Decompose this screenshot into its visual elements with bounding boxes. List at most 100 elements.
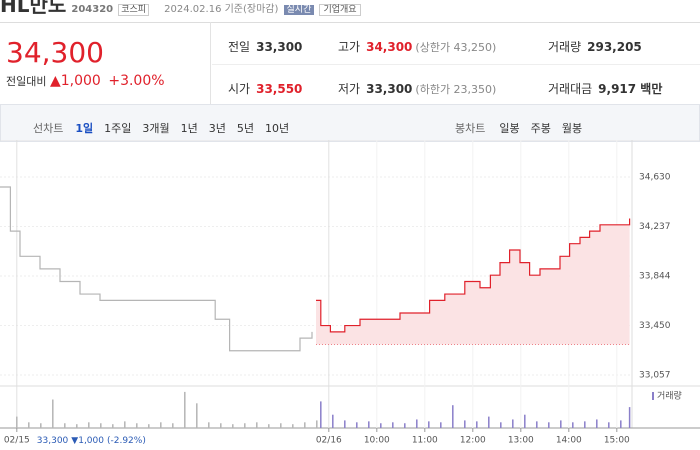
volume-bar	[220, 423, 222, 428]
volume-bar	[416, 419, 418, 428]
x-tick-label: 02/15	[4, 436, 30, 446]
volume-legend-swatch	[652, 392, 654, 400]
volume-bar	[232, 424, 234, 428]
volume-bar	[172, 423, 174, 428]
change: ▲1,000	[49, 73, 101, 89]
volume-bar	[40, 423, 42, 428]
volume-bar	[268, 424, 270, 428]
volume-bar	[76, 424, 78, 428]
tab-label: 봉차트	[455, 122, 486, 135]
volume-bar	[608, 422, 610, 428]
volume-bar	[512, 419, 514, 428]
x-tick-label: 15:00	[604, 436, 630, 446]
price-line	[316, 218, 631, 333]
change-label: 전일대비	[6, 75, 47, 88]
volume-bar	[52, 399, 54, 428]
tab[interactable]: 10년	[265, 122, 290, 135]
volume-bar	[320, 401, 322, 428]
volume-bar	[440, 422, 442, 428]
tab[interactable]: 1주일	[104, 122, 132, 135]
tab[interactable]: 일봉	[499, 122, 520, 135]
volume-bar	[380, 423, 382, 428]
x-tick-label: 02/16	[316, 436, 342, 446]
volume-bar	[148, 424, 150, 428]
tab[interactable]: 5년	[236, 122, 255, 135]
change-row: 전일대비 ▲1,000 +3.00%	[6, 73, 165, 89]
stat-value: 293,205	[587, 40, 642, 54]
stat-sub: (하한가 23,350)	[415, 83, 497, 96]
volume-bar	[524, 414, 526, 428]
volume-bar	[16, 416, 18, 428]
stat: 거래대금 9,917 백만	[548, 78, 662, 97]
company-button[interactable]: 기업개요	[319, 4, 361, 16]
volume-bar	[572, 422, 574, 428]
volume-bar	[628, 407, 631, 428]
volume-bar	[344, 420, 346, 428]
volume-label: 거래량	[657, 390, 682, 402]
volume-bar	[112, 424, 114, 428]
volume-bar	[452, 405, 454, 428]
stat: 거래량 293,205	[548, 36, 642, 55]
note-change: ▼1,000	[71, 436, 104, 446]
x-tick-label: 10:00	[364, 436, 390, 446]
volume-bar	[244, 423, 246, 428]
volume-bar	[584, 421, 586, 428]
divider	[210, 22, 211, 104]
volume-bar	[476, 421, 478, 428]
tab[interactable]: 3년	[208, 122, 226, 135]
stat-value: 33,300	[256, 40, 303, 54]
stat-value: 9,917 백만	[598, 82, 663, 96]
tab-bar	[0, 104, 700, 142]
stat-value: 34,300	[366, 40, 413, 54]
volume-bar	[88, 422, 90, 428]
volume-bar	[404, 423, 406, 428]
y-tick-label: 33,844	[639, 271, 671, 281]
volume-bar	[332, 414, 334, 428]
volume-bar	[392, 422, 394, 428]
volume-bar	[316, 420, 318, 428]
x-tick-label: 11:00	[412, 436, 438, 446]
divider	[212, 64, 700, 65]
volume-bar	[64, 423, 66, 428]
note-pct: (-2.92%)	[107, 436, 146, 446]
stock-name: HL만도	[0, 0, 67, 17]
volume-bar	[196, 403, 198, 428]
volume-bar	[280, 423, 282, 428]
volume-bar	[368, 421, 370, 428]
tab[interactable]: 월봉	[561, 122, 583, 135]
volume-bar	[160, 422, 162, 428]
stat-value: 33,550	[256, 82, 303, 96]
stat-label: 시가	[228, 82, 251, 96]
candle-tabs: 봉차트 일봉 주봉 월봉	[455, 117, 593, 136]
volume-bar	[292, 424, 294, 428]
volume-bar	[596, 419, 598, 428]
header: HL만도 204320 코스피 2024.02.16 기준(장마감) 실시간 기…	[0, 0, 361, 17]
volume-bar	[536, 421, 538, 428]
tab[interactable]: 1년	[180, 122, 198, 135]
x-tick-label: 12:00	[460, 436, 486, 446]
tab-label: 선차트	[33, 122, 64, 135]
y-tick-label: 34,237	[639, 222, 671, 232]
volume-bar	[356, 422, 358, 428]
volume-bar	[560, 420, 562, 428]
tab[interactable]: 주봉	[530, 122, 551, 135]
stock-code: 204320	[71, 4, 114, 15]
volume-bar	[124, 421, 126, 428]
realtime-button[interactable]: 실시간	[283, 5, 315, 15]
stat: 저가 33,300 (하한가 23,350)	[338, 78, 496, 97]
volume-bar	[304, 422, 306, 428]
note-price: 33,300	[37, 436, 69, 446]
volume-bar	[256, 422, 258, 428]
price-line	[0, 186, 313, 352]
volume-bar	[548, 422, 550, 428]
volume-bar	[500, 422, 502, 428]
tab[interactable]: 3개월	[142, 122, 170, 135]
prev-close-note: 33,300 ▼1,000 (-2.92%)	[37, 436, 146, 446]
stat: 전일 33,300	[228, 36, 302, 55]
chart: 33,057 33,450 33,844 34,237 34,630 02/15 02/16…	[0, 140, 700, 446]
stat-label: 전일	[228, 40, 251, 54]
x-tick-label: 13:00	[508, 436, 534, 446]
volume-bar	[184, 391, 186, 428]
stat-sub: (상한가 43,250)	[415, 41, 497, 54]
tab[interactable]: 1일	[75, 122, 94, 135]
